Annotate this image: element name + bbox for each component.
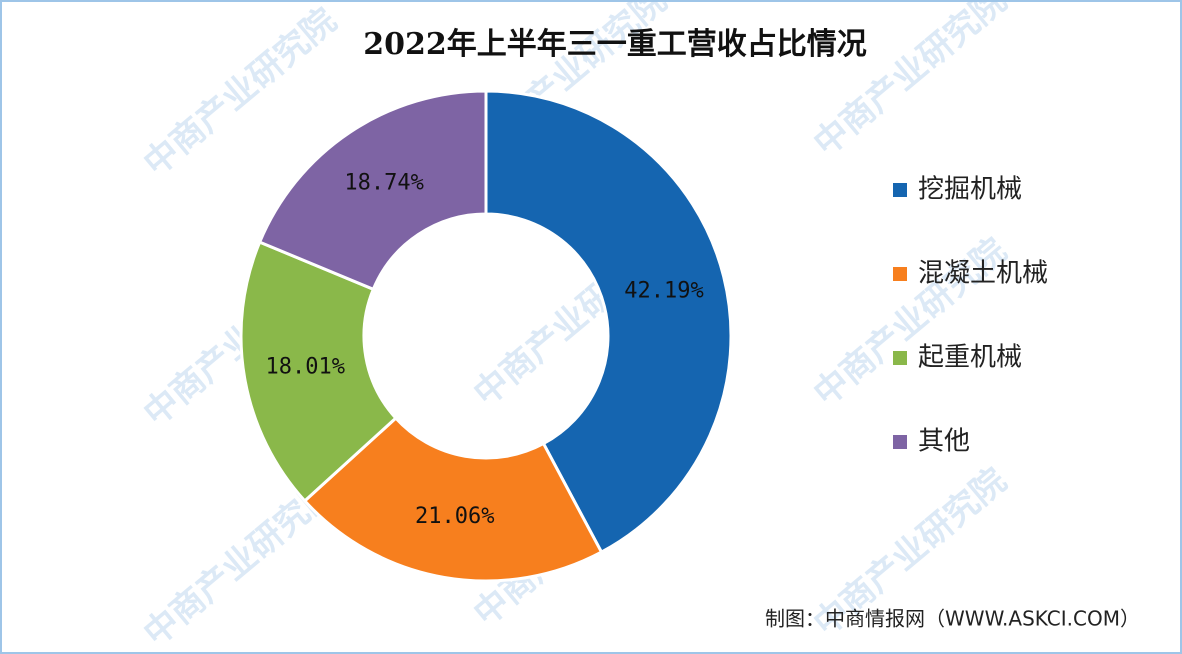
donut-slice <box>302 415 604 583</box>
data-label: 18.74% <box>344 170 423 195</box>
legend-label: 挖掘机械 <box>918 175 1022 205</box>
chart-title: 2022年上半年三一重工营收占比情况 <box>363 27 867 62</box>
data-label: 42.19% <box>624 278 703 303</box>
donut-slice <box>257 89 488 292</box>
legend-swatch <box>893 435 907 449</box>
donut-slice <box>239 240 398 504</box>
legend-label: 混凝土机械 <box>918 259 1048 289</box>
legend-swatch <box>893 351 907 365</box>
donut-slice <box>484 89 733 555</box>
data-label: 18.01% <box>265 354 344 379</box>
legend-swatch <box>893 183 907 197</box>
source-note: 制图：中商情报网（WWW.ASKCI.COM） <box>765 607 1140 631</box>
data-label: 21.06% <box>415 504 494 529</box>
legend-swatch <box>893 267 907 281</box>
legend-label: 起重机械 <box>918 343 1022 373</box>
legend-label: 其他 <box>918 427 970 457</box>
